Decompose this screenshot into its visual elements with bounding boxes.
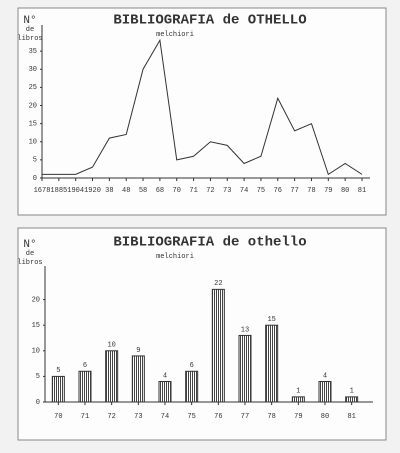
y-axis-label: libros: [17, 259, 42, 267]
data-label: 9: [136, 347, 140, 355]
x-tick-label: 80: [321, 413, 329, 421]
x-tick-label: 74: [240, 187, 248, 195]
bar: [211, 288, 225, 403]
panel-top: [17, 7, 387, 216]
y-tick-label: 5: [36, 373, 40, 381]
x-tick-label: 74: [161, 413, 169, 421]
x-tick-label: 70: [173, 187, 181, 195]
x-tick-label: 71: [81, 413, 89, 421]
y-tick-label: 10: [29, 139, 37, 147]
x-tick-label: 79: [294, 413, 302, 421]
x-tick-label: 80: [341, 187, 349, 195]
data-label: 10: [107, 342, 115, 350]
data-label: 4: [323, 372, 327, 380]
line: [42, 38, 363, 176]
y-tick-label: 20: [32, 296, 40, 304]
x-tick-label: 75: [187, 413, 195, 421]
y-axis-label: N°: [23, 239, 36, 251]
x-tick-label: 76: [214, 413, 222, 421]
y-axis-label: libros: [17, 35, 42, 43]
data-label: 6: [83, 362, 87, 370]
x-tick-label: 72: [206, 187, 214, 195]
y-tick-label: 15: [29, 120, 37, 128]
y-axis-label: de: [26, 26, 34, 34]
x-tick-label: 72: [107, 413, 115, 421]
x-tick-label: 81: [347, 413, 355, 421]
y-tick-label: 5: [33, 157, 37, 165]
x-tick-label: 70: [54, 413, 62, 421]
chart-subtitle: melchiori: [156, 253, 194, 261]
y-tick-label: 0: [36, 399, 40, 407]
bar: [238, 334, 252, 403]
chart-title: BIBLIOGRAFIA de othello: [113, 235, 306, 251]
panel-bottom: [17, 227, 387, 441]
y-tick-label: 10: [32, 348, 40, 356]
bar: [318, 381, 332, 403]
x-tick-label: 81: [358, 187, 366, 195]
x-tick-label: 48: [122, 187, 130, 195]
x-tick-label: 76: [274, 187, 282, 195]
data-label: 22: [214, 280, 222, 288]
chart-title: BIBLIOGRAFIA de OTHELLO: [113, 13, 306, 29]
bar: [265, 324, 279, 403]
bar: [78, 370, 92, 403]
bar: [185, 370, 199, 403]
data-label: 1: [350, 388, 354, 396]
x-tick-label: 71: [189, 187, 197, 195]
data-label: 4: [163, 372, 167, 380]
x-tick-label: 79: [324, 187, 332, 195]
y-tick-label: 35: [29, 48, 37, 56]
y-tick-label: 0: [33, 175, 37, 183]
y-axis-label: de: [26, 250, 34, 258]
data-label: 1: [296, 388, 300, 396]
x-tick-label: 68: [156, 187, 164, 195]
x-tick-label: 73: [223, 187, 231, 195]
y-tick-label: 15: [32, 322, 40, 330]
x-tick-label: 38: [105, 187, 113, 195]
data-label: 15: [267, 316, 275, 324]
data-label: 6: [190, 362, 194, 370]
chart-subtitle: melchiori: [156, 31, 194, 39]
bar: [291, 396, 305, 403]
y-tick-label: 25: [29, 84, 37, 92]
bar: [105, 350, 119, 403]
y-tick-label: 20: [29, 102, 37, 110]
x-tick-label: 73: [134, 413, 142, 421]
y-tick-label: 30: [29, 66, 37, 74]
x-tick-label: 78: [307, 187, 315, 195]
x-tick-label: 77: [241, 413, 249, 421]
x-tick-label: 1885: [50, 187, 67, 195]
bar: [158, 381, 172, 403]
y-axis-label: N°: [23, 15, 36, 27]
x-tick-label: 1904: [67, 187, 84, 195]
bar: [131, 355, 145, 403]
bar: [345, 396, 359, 403]
x-tick-label: 77: [290, 187, 298, 195]
x-tick-label: 58: [139, 187, 147, 195]
data-label: 5: [56, 367, 60, 375]
data-label: 13: [241, 326, 249, 334]
x-tick-label: 1678: [34, 187, 51, 195]
x-tick-label: 1920: [84, 187, 101, 195]
x-tick-label: 75: [257, 187, 265, 195]
x-tick-label: 78: [267, 413, 275, 421]
bar: [51, 375, 65, 403]
